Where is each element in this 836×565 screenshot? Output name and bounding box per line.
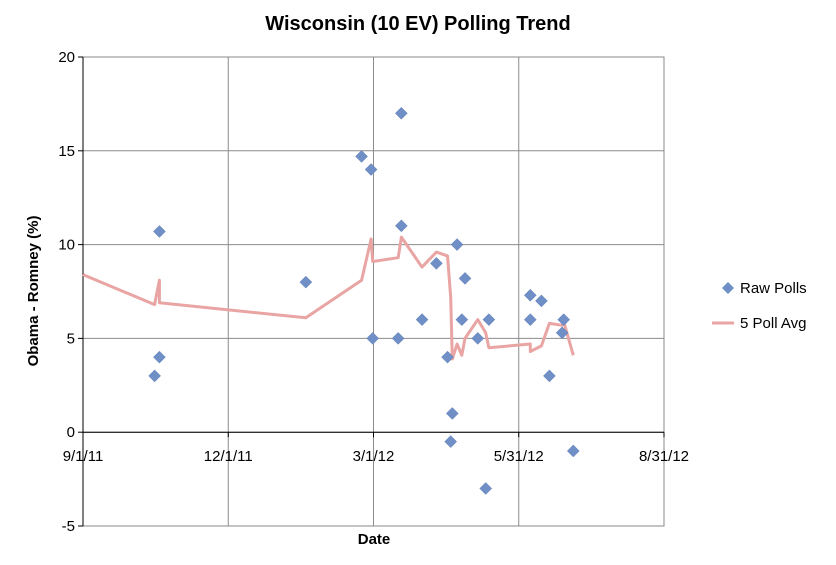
- y-tick-label: 20: [58, 49, 75, 66]
- raw-poll-point: [482, 313, 496, 326]
- series-raw-polls: [148, 106, 580, 495]
- raw-poll-point: [555, 326, 569, 340]
- raw-poll-point: [430, 257, 443, 270]
- legend-raw-polls-marker: [722, 282, 734, 294]
- raw-poll-point: [557, 313, 571, 326]
- raw-poll-point: [153, 225, 166, 238]
- raw-poll-point: [395, 106, 408, 120]
- avg-line: [82, 235, 575, 361]
- raw-poll-point: [391, 332, 405, 345]
- raw-poll-point: [395, 219, 408, 233]
- legend-raw-polls-label: Raw Polls: [740, 280, 807, 297]
- raw-poll-point: [535, 294, 548, 308]
- raw-poll-point: [543, 369, 556, 383]
- raw-poll-point: [471, 332, 485, 345]
- raw-poll-point: [366, 332, 380, 345]
- y-tick-label: 10: [58, 237, 75, 254]
- raw-poll-point: [455, 313, 469, 326]
- legend: Raw Polls 5 Poll Avg: [712, 280, 807, 332]
- x-tick-label: 12/1/11: [204, 448, 253, 465]
- raw-poll-point: [523, 288, 537, 302]
- raw-poll-point: [458, 272, 472, 285]
- raw-poll-point: [153, 350, 166, 364]
- series-5-poll-avg: [82, 235, 575, 361]
- x-tick-label: 3/1/12: [353, 448, 395, 465]
- x-tick-label: 5/31/12: [494, 448, 544, 465]
- raw-poll-point: [566, 444, 580, 458]
- raw-poll-point: [299, 275, 313, 289]
- x-tick-label: 9/1/11: [63, 448, 104, 465]
- x-axis-title: Date: [358, 531, 391, 548]
- raw-poll-point: [479, 482, 493, 495]
- y-tick-label: 5: [67, 330, 75, 347]
- raw-poll-point: [355, 150, 368, 163]
- legend-item-5-poll-avg: 5 Poll Avg: [712, 315, 806, 332]
- y-tick-label: 15: [58, 143, 75, 160]
- y-tick-label: -5: [62, 518, 75, 535]
- raw-poll-point: [444, 435, 458, 448]
- raw-poll-point: [450, 238, 464, 251]
- legend-item-raw-polls: Raw Polls: [722, 280, 807, 297]
- raw-poll-point: [445, 407, 459, 420]
- raw-poll-point: [441, 350, 454, 364]
- raw-poll-point: [148, 369, 161, 383]
- raw-poll-point: [364, 163, 378, 176]
- raw-poll-point: [523, 313, 537, 326]
- x-tick-label: 8/31/12: [639, 448, 689, 465]
- y-tick-label: 0: [67, 424, 75, 441]
- raw-poll-point: [415, 313, 429, 326]
- y-axis-title: Obama - Romney (%): [25, 216, 42, 367]
- axis-ticks: -5 0 5 10 15 20 9/1/11 12/1/11 3/1/12 5/31/12 8/31…: [58, 49, 689, 535]
- chart-title: Wisconsin (10 EV) Polling Trend: [265, 13, 570, 35]
- legend-5-poll-avg-label: 5 Poll Avg: [740, 315, 806, 332]
